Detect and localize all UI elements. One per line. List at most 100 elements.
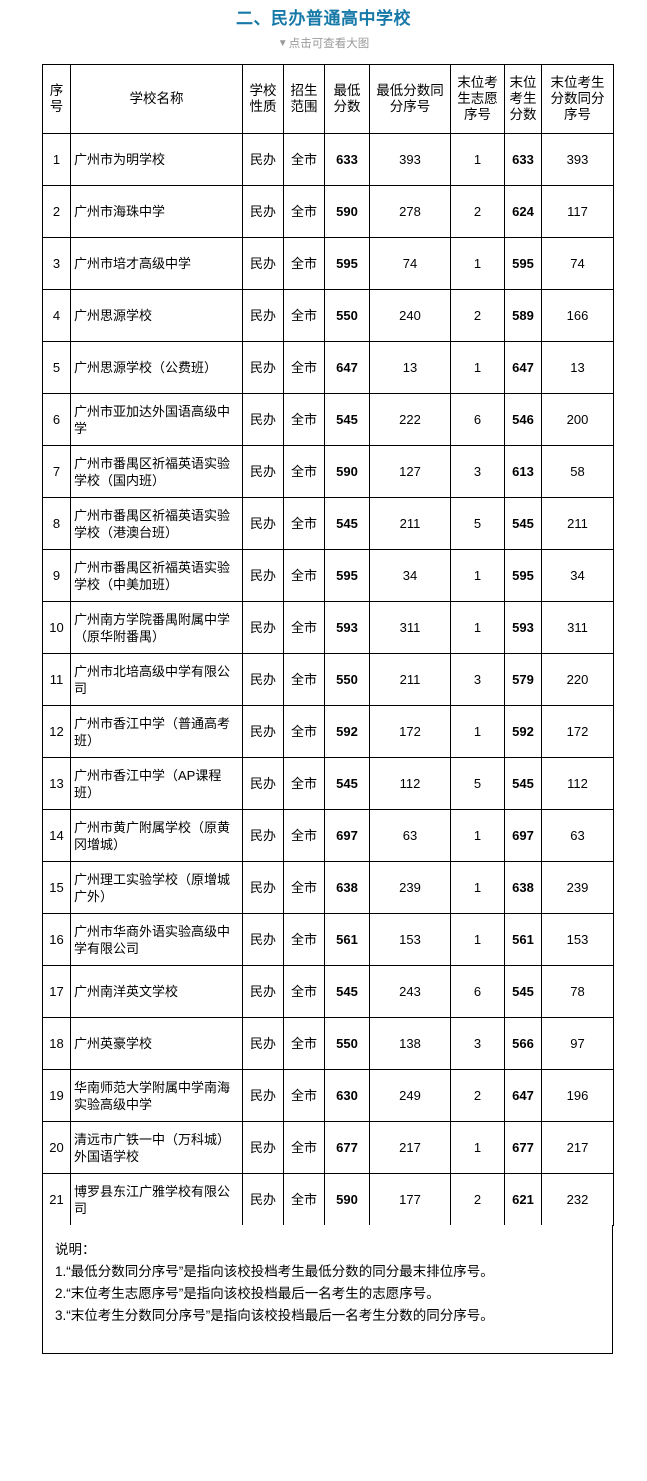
cell-last-score: 647 [504,1069,542,1122]
cell-min-score-rank: 239 [369,861,451,914]
cell-scope: 全市 [283,237,325,290]
cell-last-score-rank: 232 [541,1173,614,1226]
cell-index: 8 [42,497,71,550]
cell-last-wish-no: 1 [450,705,505,758]
table-row: 12 广州市香江中学（普通高考班） 民办 全市 592 172 1 592 172 [42,705,614,758]
triangle-down-icon: ▼ [277,38,288,49]
table-row: 4 广州思源学校 民办 全市 550 240 2 589 166 [42,289,614,342]
cell-min-score-rank: 278 [369,185,451,238]
cell-last-wish-no: 1 [450,237,505,290]
cell-last-score-rank: 112 [541,757,614,810]
cell-last-score-rank: 34 [541,549,614,602]
table-row: 2 广州市海珠中学 民办 全市 590 278 2 624 117 [42,185,614,238]
cell-min-score: 595 [324,237,370,290]
cell-scope: 全市 [283,445,325,498]
table-row: 7 广州市番禺区祈福英语实验学校（国内班） 民办 全市 590 127 3 613 58 [42,445,614,498]
cell-last-score-rank: 393 [541,133,614,186]
cell-min-score: 630 [324,1069,370,1122]
cell-school-name: 广州思源学校（公费班） [70,341,243,394]
cell-min-score-rank: 393 [369,133,451,186]
table-header-row: 序号 学校名称 学校性质 招生范围 最低分数 最低分数同分序号 末位考生志愿序号… [42,64,614,134]
cell-scope: 全市 [283,497,325,550]
cell-last-score: 592 [504,705,542,758]
cell-min-score: 561 [324,913,370,966]
cell-min-score: 545 [324,393,370,446]
cell-school-type: 民办 [242,497,284,550]
table-row: 14 广州市黄广附属学校（原黄冈增城） 民办 全市 697 63 1 697 63 [42,809,614,862]
cell-school-name: 广州市为明学校 [70,133,243,186]
table-row: 15 广州理工实验学校（原增城广外） 民办 全市 638 239 1 638 239 [42,861,614,914]
cell-scope: 全市 [283,1069,325,1122]
cell-last-wish-no: 2 [450,289,505,342]
cell-last-wish-no: 6 [450,965,505,1018]
cell-last-score: 566 [504,1017,542,1070]
cell-last-score-rank: 220 [541,653,614,706]
cell-index: 21 [42,1173,71,1226]
cell-min-score: 590 [324,1173,370,1226]
table-row: 3 广州市培才高级中学 民办 全市 595 74 1 595 74 [42,237,614,290]
note-line: 2.“末位考生志愿序号”是指向该校投档最后一名考生的志愿序号。 [55,1285,440,1301]
cell-last-score: 613 [504,445,542,498]
cell-last-score-rank: 217 [541,1121,614,1174]
cell-school-type: 民办 [242,133,284,186]
cell-last-score: 633 [504,133,542,186]
cell-min-score-rank: 74 [369,237,451,290]
cell-school-name: 广州市番禺区祈福英语实验学校（中美加班） [70,549,243,602]
cell-scope: 全市 [283,913,325,966]
cell-school-name: 广州市培才高级中学 [70,237,243,290]
cell-school-type: 民办 [242,705,284,758]
cell-min-score: 638 [324,861,370,914]
cell-school-type: 民办 [242,1173,284,1226]
cell-scope: 全市 [283,341,325,394]
cell-index: 2 [42,185,71,238]
cell-index: 10 [42,601,71,654]
cell-min-score-rank: 153 [369,913,451,966]
cell-min-score-rank: 177 [369,1173,451,1226]
cell-last-score: 545 [504,965,542,1018]
cell-school-name: 广州市香江中学（普通高考班） [70,705,243,758]
cell-school-type: 民办 [242,965,284,1018]
cell-last-wish-no: 1 [450,913,505,966]
cell-school-type: 民办 [242,237,284,290]
cell-school-type: 民办 [242,393,284,446]
admission-score-table: 序号 学校名称 学校性质 招生范围 最低分数 最低分数同分序号 末位考生志愿序号… [42,64,614,1226]
cell-index: 18 [42,1017,71,1070]
cell-index: 14 [42,809,71,862]
page-title-text: 二、民办普通高中学校 [236,9,411,28]
cell-index: 13 [42,757,71,810]
table-row: 13 广州市香江中学（AP课程班） 民办 全市 545 112 5 545 112 [42,757,614,810]
cell-min-score: 697 [324,809,370,862]
cell-min-score-rank: 311 [369,601,451,654]
cell-last-score-rank: 172 [541,705,614,758]
cell-school-type: 民办 [242,1121,284,1174]
cell-last-wish-no: 3 [450,653,505,706]
cell-school-type: 民办 [242,341,284,394]
enlarge-hint[interactable]: ▼点击可查看大图 [0,36,647,52]
cell-last-wish-no: 2 [450,1069,505,1122]
table-row: 11 广州市北培高级中学有限公司 民办 全市 550 211 3 579 220 [42,653,614,706]
note-line: 1.“最低分数同分序号”是指向该校投档考生最低分数的同分最末排位序号。 [55,1263,494,1279]
cell-min-score-rank: 138 [369,1017,451,1070]
cell-last-score-rank: 78 [541,965,614,1018]
cell-school-type: 民办 [242,289,284,342]
cell-scope: 全市 [283,705,325,758]
cell-school-name: 广州市海珠中学 [70,185,243,238]
cell-school-name: 广州市亚加达外国语高级中学 [70,393,243,446]
cell-school-name: 广州市番禺区祈福英语实验学校（国内班） [70,445,243,498]
cell-school-type: 民办 [242,653,284,706]
cell-last-wish-no: 1 [450,341,505,394]
cell-last-score-rank: 211 [541,497,614,550]
cell-min-score: 590 [324,445,370,498]
cell-last-wish-no: 2 [450,185,505,238]
cell-scope: 全市 [283,601,325,654]
cell-last-score: 677 [504,1121,542,1174]
cell-school-name: 华南师范大学附属中学南海实验高级中学 [70,1069,243,1122]
cell-last-wish-no: 1 [450,861,505,914]
cell-scope: 全市 [283,549,325,602]
cell-school-name: 广州市香江中学（AP课程班） [70,757,243,810]
cell-min-score: 677 [324,1121,370,1174]
cell-scope: 全市 [283,861,325,914]
cell-min-score-rank: 211 [369,653,451,706]
cell-school-type: 民办 [242,445,284,498]
